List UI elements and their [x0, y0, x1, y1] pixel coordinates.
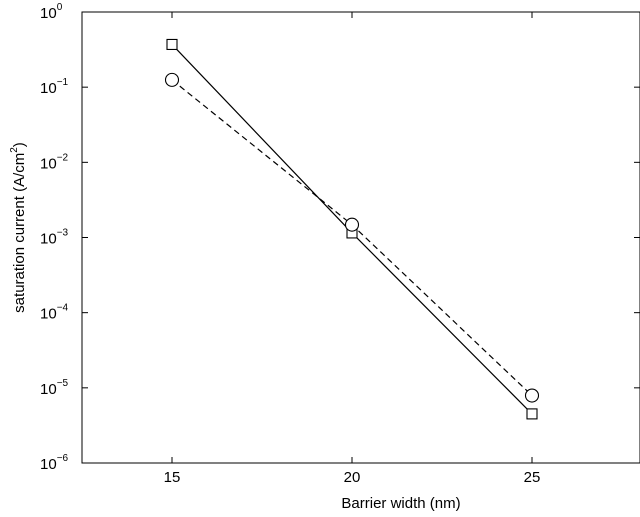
- y-axis-label-main: saturation current (A/cm: [11, 153, 28, 313]
- series-1-square-point: [166, 38, 178, 51]
- x-tick-label: 20: [344, 469, 361, 486]
- y-axis-label-close: ): [11, 142, 28, 147]
- series-1-square-point: [526, 408, 538, 420]
- y-tick-label: 10−3: [40, 228, 69, 248]
- y-tick-label: 10−6: [40, 453, 69, 473]
- x-tick-label: 25: [524, 469, 541, 486]
- y-tick-label: 10−5: [40, 378, 69, 398]
- x-tick-label: 15: [164, 469, 181, 486]
- series-2-circle-point: [344, 217, 360, 232]
- x-axis-label: Barrier width (nm): [341, 495, 460, 512]
- y-axis-label-superscript: 2: [9, 147, 20, 153]
- series-2-circle-point: [524, 388, 540, 403]
- y-axis-label: saturation current (A/cm2): [9, 142, 28, 313]
- y-tick-label: 10−4: [40, 303, 69, 323]
- y-tick-label: 10−2: [40, 152, 69, 172]
- y-tick-label: 10−1: [40, 77, 69, 97]
- y-tick-label: 100: [40, 2, 63, 22]
- series-2-circle-point: [164, 72, 180, 87]
